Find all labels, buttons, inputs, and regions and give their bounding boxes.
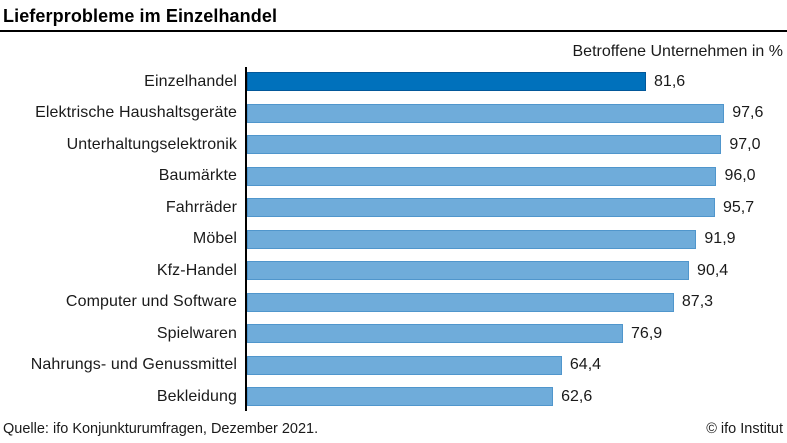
value-label: 97,0 xyxy=(729,135,761,153)
chart-row: Nahrungs- und Genussmittel 64,4 xyxy=(0,350,787,382)
bar-track: 64,4 xyxy=(237,355,787,375)
bar xyxy=(247,198,715,218)
category-label: Bekleidung xyxy=(156,387,237,405)
bar-track: 95,7 xyxy=(237,198,787,218)
chart-footer: Quelle: ifo Konjunkturumfragen, Dezember… xyxy=(0,421,787,438)
chart-row: Bekleidung 62,6 xyxy=(0,381,787,413)
chart-subtitle: Betroffene Unternehmen in % xyxy=(572,43,784,60)
value-label: 62,6 xyxy=(561,387,593,405)
chart-row: Elektrische Haushaltsgeräte 97,6 xyxy=(0,98,787,130)
bar xyxy=(247,166,717,186)
bar xyxy=(247,229,697,249)
chart-row: Computer und Software 87,3 xyxy=(0,287,787,319)
chart-row: Einzelhandel 81,6 xyxy=(0,66,787,98)
chart-row: Fahrräder 95,7 xyxy=(0,192,787,224)
bar-chart-rows: Einzelhandel 81,6 Elektrische Haushaltsger… xyxy=(0,66,787,413)
value-label: 90,4 xyxy=(697,261,729,279)
category-label: Baumärkte xyxy=(158,167,237,185)
category-label: Fahrräder xyxy=(165,198,237,216)
bar xyxy=(247,292,674,312)
value-label: 87,3 xyxy=(681,293,714,311)
bar xyxy=(247,324,624,344)
bar xyxy=(247,387,554,407)
chart-row: Baumärkte 96,0 xyxy=(0,161,787,193)
value-label: 97,6 xyxy=(732,104,764,122)
chart-row: Spielwaren 76,9 xyxy=(0,318,787,350)
bar xyxy=(247,355,562,375)
value-label: 91,9 xyxy=(704,230,736,248)
value-label: 95,7 xyxy=(722,198,755,216)
chart-row: Möbel 91,9 xyxy=(0,224,787,256)
bar-track: 97,6 xyxy=(237,103,787,123)
bar-highlight xyxy=(247,72,647,92)
bar-track: 96,0 xyxy=(237,166,787,186)
y-axis-line xyxy=(245,67,247,411)
chart-row: Kfz-Handel 90,4 xyxy=(0,255,787,287)
bar xyxy=(247,135,722,155)
source-note: Quelle: ifo Konjunkturumfragen, Dezember… xyxy=(3,421,319,437)
value-label: 64,4 xyxy=(569,356,602,374)
bar-track: 76,9 xyxy=(237,324,787,344)
chart-row: Unterhaltungselektronik 97,0 xyxy=(0,129,787,161)
bar xyxy=(247,261,690,281)
bar xyxy=(247,103,725,123)
title-rule xyxy=(0,30,787,32)
category-label: Kfz-Handel xyxy=(156,261,237,279)
category-label: Elektrische Haushaltsgeräte xyxy=(35,104,237,122)
page-title: Lieferprobleme im Einzelhandel xyxy=(3,6,278,26)
category-label: Spielwaren xyxy=(156,324,237,342)
category-label: Unterhaltungselektronik xyxy=(66,135,237,153)
bar-track: 90,4 xyxy=(237,261,787,281)
value-label: 96,0 xyxy=(724,167,756,185)
category-label: Einzelhandel xyxy=(144,72,237,90)
bar-track: 97,0 xyxy=(237,135,787,155)
category-label: Computer und Software xyxy=(65,293,237,311)
bar-track: 87,3 xyxy=(237,292,787,312)
category-label: Möbel xyxy=(192,230,237,248)
value-label: 76,9 xyxy=(631,324,663,342)
bar-chart: Einzelhandel 81,6 Elektrische Haushaltsger… xyxy=(0,66,787,413)
value-label: 81,6 xyxy=(654,72,686,90)
bar-track: 91,9 xyxy=(237,229,787,249)
copyright-note: © ifo Institut xyxy=(706,421,783,437)
bar-track: 81,6 xyxy=(237,72,787,92)
bar-track: 62,6 xyxy=(237,387,787,407)
category-label: Nahrungs- und Genussmittel xyxy=(30,356,237,374)
